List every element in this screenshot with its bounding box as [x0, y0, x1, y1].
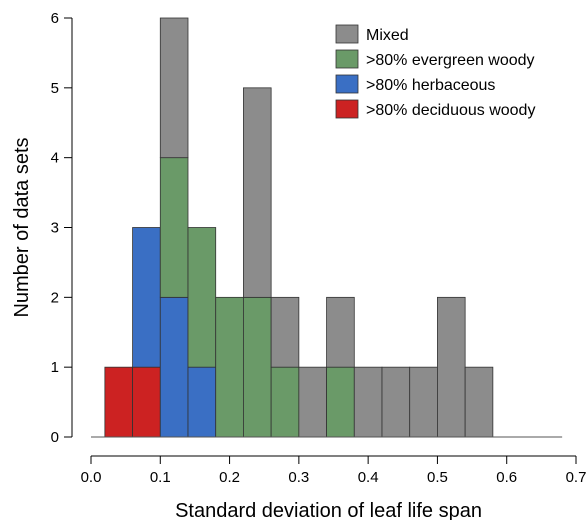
y-tick-label: 1 [51, 359, 59, 376]
bars-group [104, 17, 494, 438]
legend-swatch [335, 49, 359, 69]
y-tick-label: 3 [51, 220, 59, 237]
legend: Mixed >80% evergreen woody >80% herbaceous… [335, 24, 535, 119]
histogram-bar [132, 366, 161, 438]
legend-label: >80% evergreen woody [366, 52, 535, 69]
y-axis-title: Number of data sets [11, 137, 33, 317]
histogram-bar [270, 366, 300, 438]
y-axis: 0 1 2 3 4 5 6 [51, 10, 73, 446]
histogram-bar [132, 227, 161, 368]
x-tick-label: 0.0 [81, 469, 102, 486]
histogram-bar [409, 366, 438, 438]
histogram-bar [187, 227, 217, 368]
x-tick-label: 0.3 [288, 469, 309, 486]
histogram-bar [159, 157, 189, 298]
legend-label: Mixed [366, 27, 409, 44]
histogram-bar [104, 366, 133, 438]
y-tick-label: 5 [51, 80, 59, 97]
histogram-bar [243, 87, 272, 298]
histogram-bar [381, 366, 411, 438]
y-tick-label: 4 [51, 150, 59, 167]
y-tick-label: 0 [51, 429, 59, 446]
legend-label: >80% deciduous woody [366, 102, 535, 119]
legend-swatch [335, 24, 359, 44]
x-tick-label: 0.4 [358, 469, 379, 486]
x-tick-label: 0.2 [219, 469, 240, 486]
x-tick-label: 0.7 [566, 469, 587, 486]
legend-swatch [335, 74, 359, 94]
histogram-bar [215, 296, 244, 438]
histogram-bar [270, 296, 300, 368]
x-tick-label: 0.6 [496, 469, 517, 486]
legend-swatch [335, 99, 359, 119]
histogram-bar [326, 296, 355, 368]
histogram-bar [159, 17, 189, 159]
legend-label: >80% herbaceous [366, 77, 495, 94]
histogram-bar [437, 296, 466, 438]
histogram-bar [298, 366, 327, 438]
histogram-bar [159, 296, 189, 438]
x-axis: 0.0 0.1 0.2 0.3 0.4 0.5 0.6 0.7 [81, 455, 587, 486]
y-tick-label: 2 [51, 289, 59, 306]
x-tick-label: 0.1 [150, 469, 171, 486]
histogram-bar [326, 366, 355, 438]
histogram-bar [243, 296, 272, 438]
x-axis-title: Standard deviation of leaf life span [175, 500, 482, 520]
histogram-bar [353, 366, 383, 438]
x-tick-label: 0.5 [427, 469, 448, 486]
y-tick-label: 6 [51, 10, 59, 27]
histogram-bar [187, 366, 217, 438]
histogram-bar [464, 366, 494, 438]
